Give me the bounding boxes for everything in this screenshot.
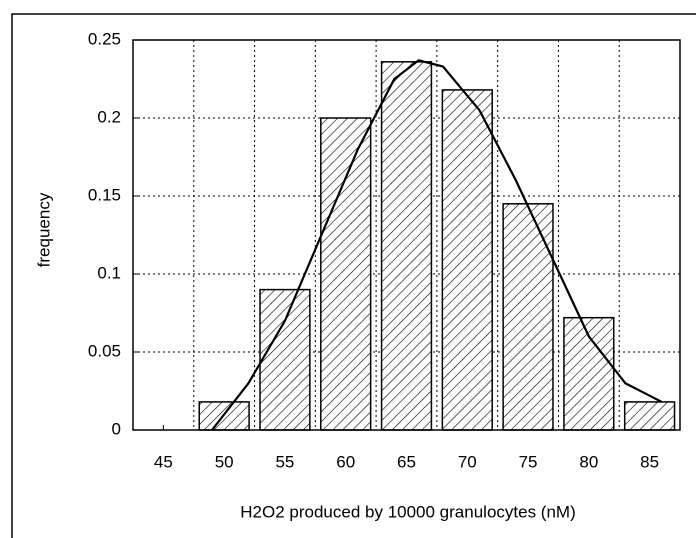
fit-curve — [211, 59, 663, 431]
x-tick-label: 85 — [640, 452, 659, 471]
x-tick-label: 60 — [336, 452, 355, 471]
y-tick-label: 0.2 — [97, 107, 121, 126]
y-tick-label: 0 — [112, 419, 121, 438]
x-tick-label: 70 — [458, 452, 477, 471]
bar — [441, 89, 493, 431]
y-axis-label: frequency — [34, 192, 53, 267]
plot-frame — [132, 39, 681, 431]
x-tick-label: 75 — [519, 452, 538, 471]
bar — [502, 203, 554, 431]
bar — [259, 288, 311, 431]
x-tick-label: 55 — [275, 452, 294, 471]
x-tick-label: 45 — [154, 452, 173, 471]
x-tick-label: 65 — [397, 452, 416, 471]
y-tick-label: 0.05 — [88, 341, 121, 360]
bar — [320, 117, 372, 431]
x-tick-label: 80 — [579, 452, 598, 471]
bar — [623, 401, 676, 431]
x-tick-label: 50 — [215, 452, 234, 471]
y-tick-label: 0.15 — [88, 185, 121, 204]
frame — [11, 13, 696, 538]
bar — [380, 61, 433, 431]
y-tick-label: 0.25 — [88, 29, 121, 48]
y-tick-label: 0.1 — [97, 263, 121, 282]
x-axis-label: H2O2 produced by 10000 granulocytes (nM) — [240, 502, 575, 521]
